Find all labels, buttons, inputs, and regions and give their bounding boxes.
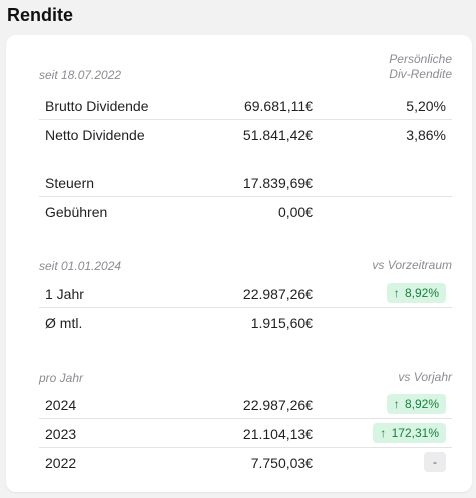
row-amount: 51.841,42€ — [242, 127, 313, 143]
row-label: 2023 — [45, 426, 77, 442]
row-amount: 22.987,26€ — [242, 397, 313, 413]
row-netto-dividende: Netto Dividende 51.841,42€ 3,86% — [39, 120, 452, 149]
row-yield: 5,20% — [406, 98, 446, 114]
change-value: 8,92% — [404, 397, 439, 411]
arrow-up-icon: ↑ — [393, 286, 400, 300]
row-amount: 1.915,60€ — [250, 315, 313, 331]
section-header-yearly: pro Jahr vs Vorjahr — [39, 357, 452, 387]
row-year-2024: 2024 22.987,26€ ↑ 8,92% — [39, 390, 452, 419]
change-badge: ↑ 8,92% — [386, 283, 446, 303]
per-year-label: pro Jahr — [39, 371, 84, 385]
row-monthly-average: Ø mtl. 1.915,60€ — [39, 308, 452, 337]
row-amount: 69.681,11€ — [243, 98, 313, 114]
row-1-jahr: 1 Jahr 22.987,26€ ↑ 8,92% — [39, 279, 452, 308]
page-title: Rendite — [7, 5, 74, 25]
personal-yield-header-line2: Div-Rendite — [389, 67, 452, 81]
row-label: Ø mtl. — [45, 315, 83, 331]
row-label: Netto Dividende — [45, 127, 145, 143]
since-date-label: seit 01.01.2024 — [39, 259, 122, 273]
arrow-up-icon: ↑ — [393, 397, 400, 411]
row-label: 1 Jahr — [45, 286, 84, 302]
comparison-header: vs Vorzeitraum — [372, 258, 452, 272]
row-amount: 0,00€ — [277, 204, 313, 220]
row-amount: 17.839,69€ — [242, 175, 313, 191]
section-header-period: seit 01.01.2024 vs Vorzeitraum — [39, 245, 452, 275]
change-badge: ↑ 172,31% — [373, 423, 446, 443]
personal-yield-header: Persönliche Div-Rendite — [389, 52, 452, 82]
comparison-header: vs Vorjahr — [398, 370, 452, 384]
row-yield: 3,86% — [406, 127, 446, 143]
rendite-card: seit 18.07.2022 Persönliche Div-Rendite … — [6, 35, 472, 492]
section-header-dividend: seit 18.07.2022 Persönliche Div-Rendite — [39, 52, 452, 84]
change-value: 8,92% — [404, 286, 439, 300]
row-gebuehren: Gebühren 0,00€ — [39, 197, 452, 226]
personal-yield-header-line1: Persönliche — [389, 52, 452, 66]
row-label: Steuern — [45, 175, 95, 191]
row-amount: 7.750,03€ — [250, 455, 313, 471]
row-label: Gebühren — [45, 204, 108, 220]
row-amount: 22.987,26€ — [242, 286, 313, 302]
row-amount: 21.104,13€ — [242, 426, 313, 442]
row-year-2022: 2022 7.750,03€ - — [39, 448, 452, 477]
since-date-label: seit 18.07.2022 — [39, 68, 122, 82]
row-brutto-dividende: Brutto Dividende 69.681,11€ 5,20% — [39, 91, 452, 120]
row-label: 2022 — [45, 455, 77, 471]
row-steuern: Steuern 17.839,69€ — [39, 168, 452, 197]
row-year-2023: 2023 21.104,13€ ↑ 172,31% — [39, 419, 452, 448]
row-label: Brutto Dividende — [45, 98, 149, 114]
change-badge-empty: - — [424, 452, 446, 472]
change-badge: ↑ 8,92% — [386, 394, 446, 414]
change-value: 172,31% — [391, 426, 439, 440]
row-label: 2024 — [45, 397, 77, 413]
arrow-up-icon: ↑ — [380, 426, 387, 440]
